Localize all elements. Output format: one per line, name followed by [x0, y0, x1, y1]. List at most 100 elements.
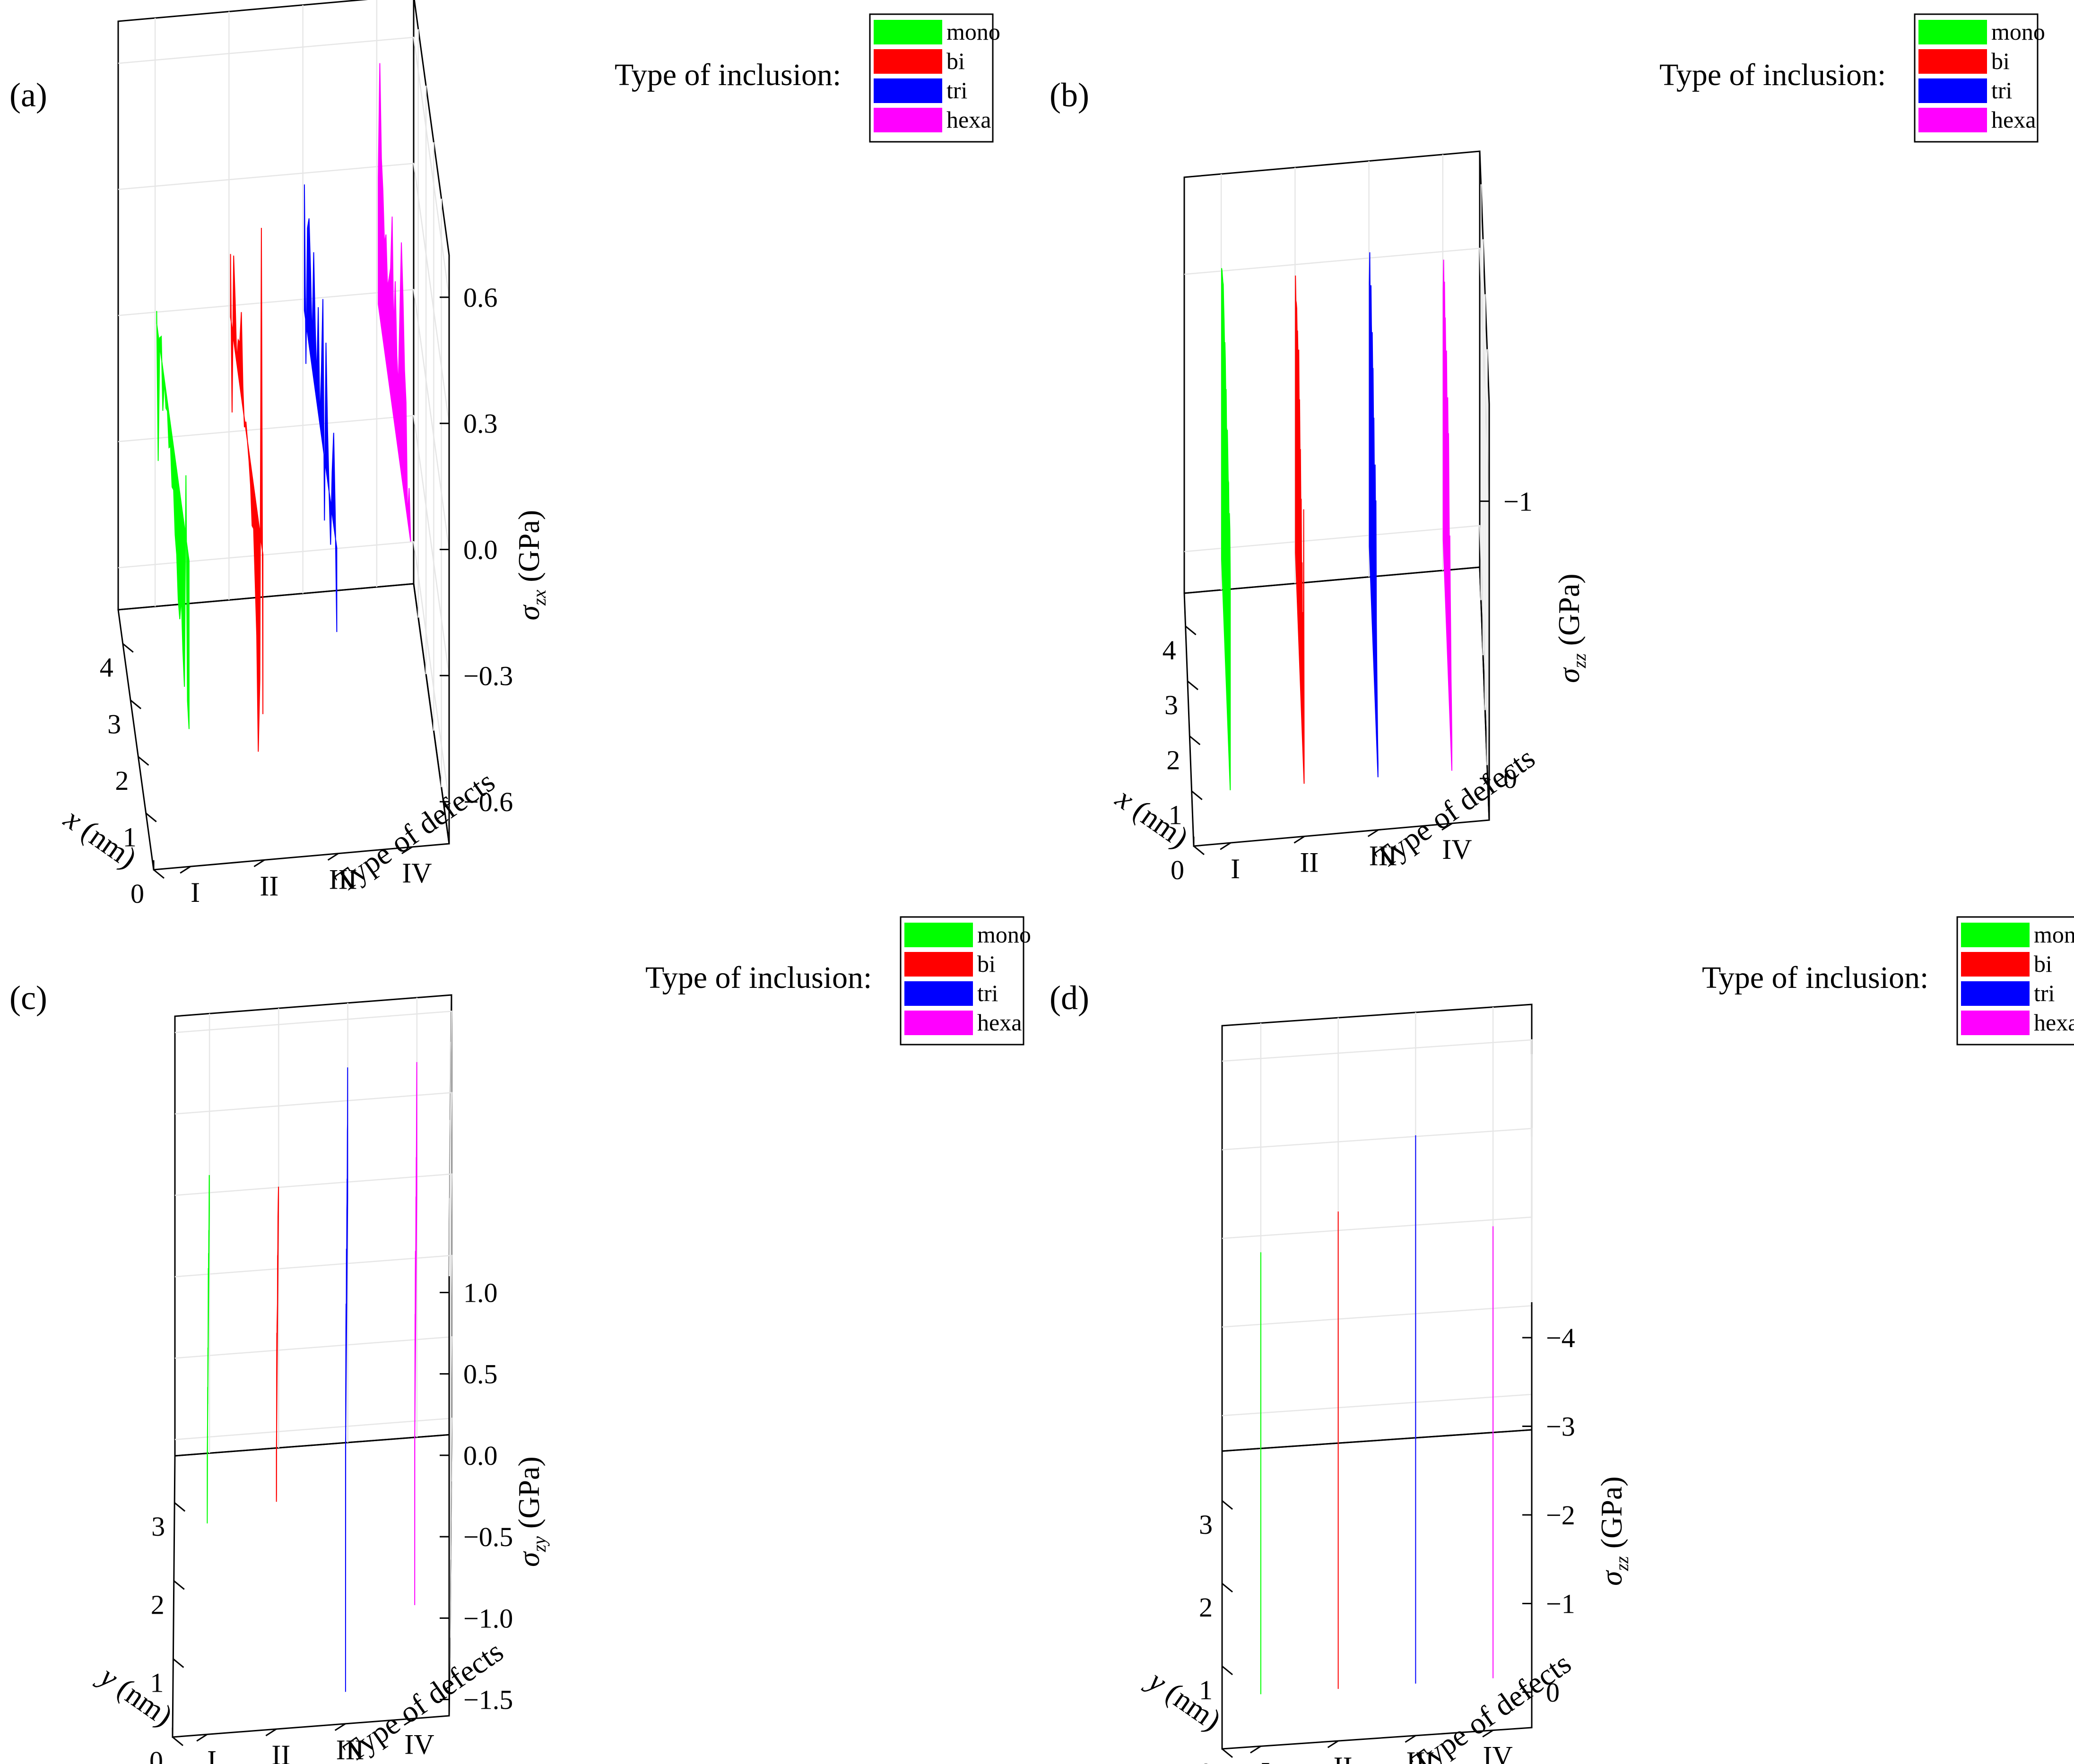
z-axis-symbol: σ: [1552, 667, 1586, 683]
panel-label: (c): [9, 979, 47, 1017]
category-tick-label: IV: [1442, 834, 1472, 865]
legend-swatch-tri: [1918, 78, 1987, 103]
category-tick-label: IV: [404, 1729, 434, 1760]
category-tick-label: II: [1300, 847, 1319, 878]
x-tick-label: 0: [149, 1746, 163, 1764]
legend-swatch-tri: [874, 78, 942, 103]
series-hexa-ribbon: [378, 63, 411, 542]
x-tick-label: 0: [1171, 855, 1184, 885]
category-tick: [1405, 1735, 1416, 1743]
category-tick: [265, 1728, 277, 1737]
category-tick: [253, 859, 265, 867]
x-tick: [138, 756, 149, 766]
category-tick: [1220, 842, 1231, 850]
x-tick: [1191, 790, 1203, 800]
x-tick: [173, 1658, 184, 1668]
x-tick: [153, 869, 165, 879]
x-tick-label: 1: [1199, 1675, 1213, 1705]
gridline-z: [174, 1336, 452, 1618]
gridline-z: [1222, 1039, 1533, 1338]
z-axis-unit: (GPa): [512, 1456, 546, 1536]
z-tick-label: −1.0: [463, 1603, 513, 1634]
z-axis-title: σzz (GPa): [1552, 573, 1590, 683]
panel-label: (d): [1050, 979, 1089, 1017]
category-tick: [1250, 1746, 1261, 1754]
category-tick: [334, 1723, 346, 1731]
legend-swatch-mono: [1918, 20, 1987, 44]
legend-label-bi: bi: [946, 48, 965, 74]
floor: [117, 583, 450, 871]
legend-swatch-hexa: [904, 1011, 973, 1035]
category-tick-label: IV: [402, 857, 432, 889]
series-mono-ribbon: [156, 311, 190, 729]
legend-label-bi: bi: [977, 951, 996, 977]
legend-swatch-hexa: [874, 108, 942, 132]
z-tick-label: −0.3: [463, 660, 513, 691]
z-axis-unit: (GPa): [512, 510, 546, 590]
z-axis-unit: (GPa): [1595, 1476, 1628, 1556]
legend-title: Type of inclusion:: [1659, 58, 1886, 92]
z-tick-label: −2: [1546, 1500, 1575, 1531]
legend-label-mono: mono: [2034, 921, 2074, 948]
z-tick-label: 0: [1546, 1677, 1560, 1708]
legend-title: Type of inclusion:: [1702, 960, 1928, 995]
legend-label-hexa: hexa: [977, 1009, 1022, 1036]
gridline-z: [118, 163, 450, 424]
category-tick-label: IV: [1483, 1741, 1512, 1764]
x-axis-title: y (nm): [1140, 1662, 1227, 1737]
x-axis-title: x (nm): [58, 801, 143, 875]
legend-swatch-hexa: [1961, 1011, 2030, 1035]
x-axis-title: x (nm): [1110, 781, 1195, 855]
z-axis-title: σzy (GPa): [512, 1456, 550, 1567]
x-tick-label: 4: [1163, 635, 1176, 666]
category-tick: [1367, 829, 1379, 837]
legend-swatch-mono: [1961, 923, 2030, 947]
z-tick-label: −3: [1546, 1411, 1575, 1442]
gridline-z: [118, 289, 450, 550]
series-bi-ribbon: [230, 228, 264, 752]
gridline-z: [1222, 1393, 1533, 1692]
gridline-z: [1184, 525, 1490, 779]
x-tick-label: 3: [1199, 1509, 1213, 1540]
legend-swatch-tri: [1961, 981, 2030, 1006]
legend-label-bi: bi: [1991, 48, 2010, 74]
x-tick: [145, 813, 157, 822]
series-bi-ribbon: [1295, 275, 1305, 784]
x-axis-title: y (nm): [92, 1658, 179, 1732]
legend-label-bi: bi: [2034, 951, 2052, 977]
legend-title: Type of inclusion:: [615, 58, 841, 92]
x-tick-label: 0: [1199, 1757, 1213, 1764]
x-tick-label: 2: [151, 1589, 165, 1620]
x-tick: [1189, 735, 1201, 745]
x-tick: [1185, 625, 1197, 635]
category-tick-label: III: [1369, 840, 1397, 872]
category-tick-label: I: [1231, 853, 1240, 884]
category-tick: [180, 865, 191, 874]
series-hexa-ribbon: [1442, 259, 1453, 771]
panel-c: 1.0 0.5 0.0 −0.5 −1.0 −1.5 σzy (GPa) 0 1 2 3 y (nm)…: [9, 916, 1031, 1764]
legend-title: Type of inclusion:: [645, 960, 872, 995]
series-mono-ribbon: [1221, 268, 1231, 790]
x-tick-label: 1: [123, 821, 137, 852]
z-tick-label: −0.6: [463, 787, 513, 817]
x-tick: [1222, 1582, 1233, 1593]
category-tick-label: II: [271, 1739, 290, 1764]
category-tick: [401, 846, 413, 855]
back-wall: [174, 994, 452, 1457]
category-tick: [1441, 822, 1453, 831]
gridline-z: [1222, 1128, 1533, 1427]
z-tick-label: 0: [1503, 763, 1517, 794]
series-hexa-ribbon: [414, 1062, 417, 1605]
legend-label-hexa: hexa: [1991, 106, 2036, 133]
gridline-z: [174, 1254, 452, 1537]
z-tick-label: −0.5: [463, 1522, 513, 1552]
gridline-z: [174, 1418, 452, 1700]
category-tick-label: II: [260, 870, 278, 901]
z-tick-label: 0.5: [463, 1359, 498, 1390]
x-tick: [122, 643, 134, 653]
legend-label-tri: tri: [2034, 980, 2055, 1006]
z-axis-subscript: zz: [1611, 1556, 1632, 1572]
series-bi-ribbon: [276, 1186, 279, 1502]
